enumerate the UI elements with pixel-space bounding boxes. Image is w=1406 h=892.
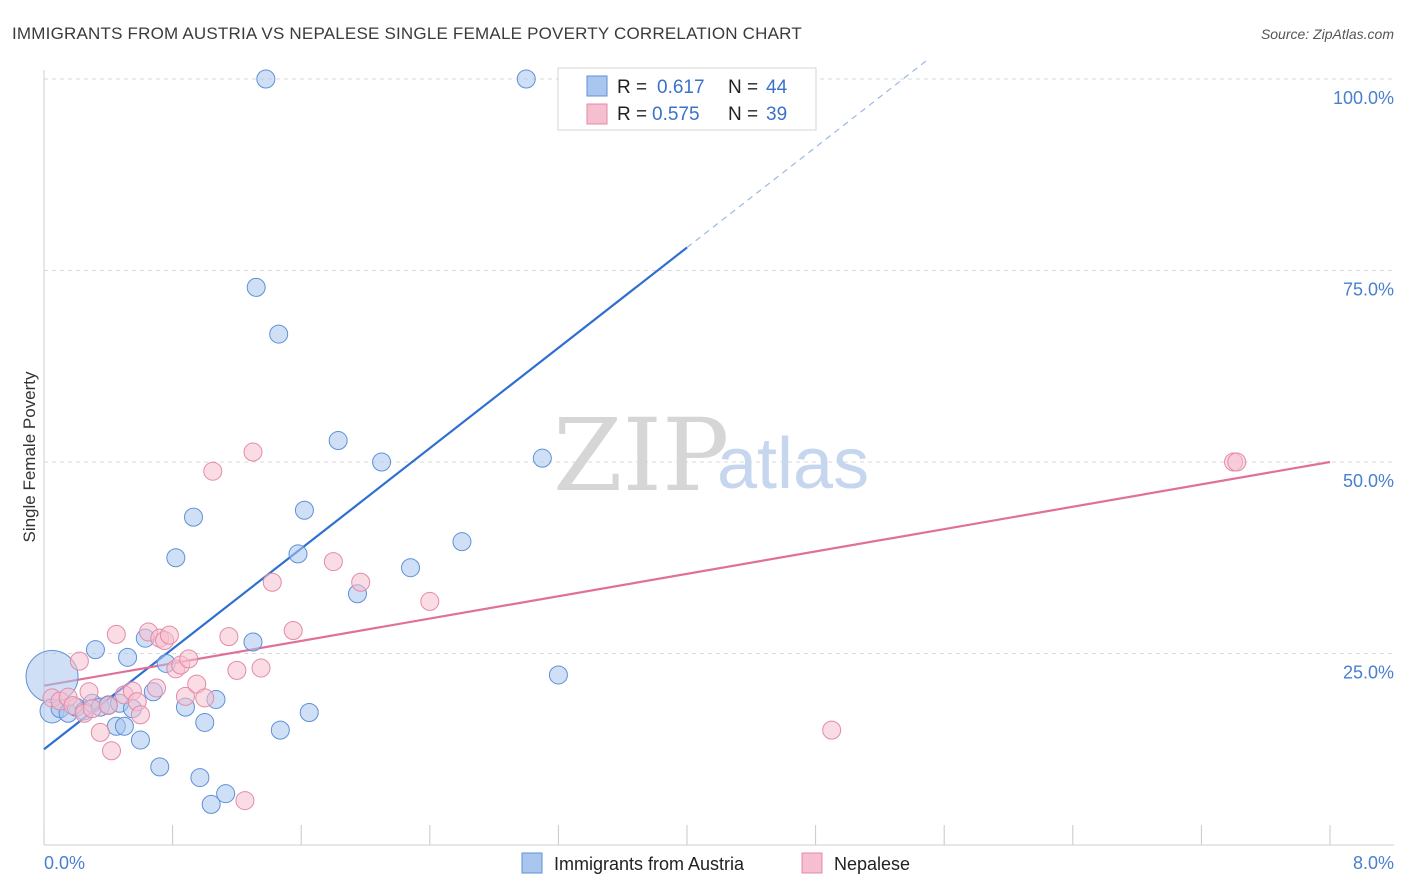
point-austria-33 bbox=[288, 544, 308, 564]
stats-legend-r-label-austria: R = bbox=[617, 77, 647, 98]
legend-label-nepalese: Nepalese bbox=[834, 854, 910, 874]
stats-legend-r-value-austria: 0.617 bbox=[657, 77, 705, 98]
y-tick-label-100: 100.0% bbox=[1333, 88, 1394, 108]
watermark: ZIP atlas bbox=[553, 397, 869, 514]
point-austria-31 bbox=[270, 720, 290, 740]
point-nepalese-29 bbox=[227, 660, 247, 680]
point-austria-42 bbox=[532, 448, 552, 468]
x-axis-ticks bbox=[43, 825, 1331, 845]
point-austria-34 bbox=[294, 500, 314, 520]
stats-legend-n-label-austria: N = bbox=[728, 77, 758, 98]
legend-label-austria: Immigrants from Austria bbox=[554, 854, 745, 874]
point-nepalese-9 bbox=[98, 696, 118, 716]
point-austria-24 bbox=[195, 712, 215, 732]
watermark-zip: ZIP bbox=[553, 397, 729, 514]
y-tick-label-50: 50.0% bbox=[1343, 471, 1394, 491]
stats-legend-swatch-nepalese bbox=[586, 103, 608, 125]
point-austria-23 bbox=[190, 768, 210, 788]
point-nepalese-30 bbox=[235, 791, 255, 811]
point-nepalese-4 bbox=[69, 651, 89, 671]
x-tick-label-max: 8.0% bbox=[1353, 853, 1394, 873]
point-nepalese-24 bbox=[179, 649, 199, 669]
point-nepalese-7 bbox=[82, 699, 102, 719]
point-nepalese-40 bbox=[1227, 452, 1247, 472]
point-austria-13 bbox=[118, 647, 138, 667]
point-austria-7 bbox=[85, 640, 105, 660]
point-nepalese-34 bbox=[283, 621, 303, 641]
point-nepalese-38 bbox=[822, 720, 842, 740]
point-austria-15 bbox=[130, 730, 150, 750]
stats-legend: R = 0.617 N = 44 R = 0.575 N = 39 bbox=[557, 67, 817, 131]
point-austria-25 bbox=[201, 794, 221, 814]
point-austria-28 bbox=[243, 632, 263, 652]
point-austria-43 bbox=[548, 665, 568, 685]
point-austria-29 bbox=[246, 277, 266, 297]
x-tick-label-min: 0.0% bbox=[44, 853, 85, 873]
point-nepalese-35 bbox=[323, 552, 343, 572]
point-nepalese-33 bbox=[262, 572, 282, 592]
stats-legend-n-value-austria: 44 bbox=[766, 77, 788, 98]
point-austria-41 bbox=[516, 69, 536, 89]
point-nepalese-31 bbox=[243, 442, 263, 462]
point-austria-35 bbox=[299, 702, 319, 722]
point-austria-30 bbox=[256, 69, 276, 89]
stats-legend-n-label-nepalese: N = bbox=[728, 104, 758, 125]
regression-line-austria bbox=[43, 246, 688, 751]
point-nepalese-10 bbox=[102, 741, 122, 761]
point-austria-18 bbox=[150, 757, 170, 777]
point-nepalese-28 bbox=[219, 627, 239, 647]
point-austria-32 bbox=[269, 324, 289, 344]
point-austria-40 bbox=[452, 532, 472, 552]
point-nepalese-37 bbox=[420, 591, 440, 611]
watermark-atlas: atlas bbox=[717, 424, 869, 504]
y-axis-tick-labels: 100.0% 75.0% 50.0% 25.0% bbox=[1333, 88, 1394, 683]
legend-swatch-nepalese bbox=[801, 852, 823, 874]
stats-legend-r-label-nepalese: R = bbox=[617, 104, 647, 125]
point-nepalese-15 bbox=[130, 705, 150, 725]
data-points bbox=[25, 69, 1247, 814]
point-nepalese-8 bbox=[90, 722, 110, 742]
y-axis-label: Single Female Poverty bbox=[20, 371, 39, 543]
stats-legend-r-value-nepalese: 0.575 bbox=[652, 104, 700, 125]
point-nepalese-17 bbox=[147, 678, 167, 698]
point-austria-22 bbox=[183, 507, 203, 527]
chart-title: IMMIGRANTS FROM AUSTRIA VS NEPALESE SING… bbox=[12, 24, 802, 43]
point-nepalese-20 bbox=[159, 625, 179, 645]
bottom-legend: Immigrants from Austria Nepalese bbox=[521, 852, 910, 874]
point-austria-38 bbox=[372, 452, 392, 472]
point-austria-27 bbox=[216, 784, 236, 804]
chart-source: Source: ZipAtlas.com bbox=[1261, 26, 1394, 42]
point-nepalese-23 bbox=[175, 686, 195, 706]
point-nepalese-32 bbox=[251, 658, 271, 678]
legend-swatch-austria bbox=[521, 852, 543, 874]
point-nepalese-36 bbox=[351, 572, 371, 592]
point-nepalese-11 bbox=[106, 624, 126, 644]
y-tick-label-75: 75.0% bbox=[1343, 280, 1394, 300]
point-austria-12 bbox=[114, 716, 134, 736]
point-nepalese-26 bbox=[195, 688, 215, 708]
point-austria-39 bbox=[401, 558, 421, 578]
point-austria-20 bbox=[166, 548, 186, 568]
stats-legend-swatch-austria bbox=[586, 75, 608, 97]
stats-legend-n-value-nepalese: 39 bbox=[766, 104, 787, 125]
point-nepalese-6 bbox=[79, 682, 99, 702]
regression-line-austria-extension bbox=[686, 58, 929, 248]
point-nepalese-27 bbox=[203, 461, 223, 481]
y-tick-label-25: 25.0% bbox=[1343, 663, 1394, 683]
point-austria-36 bbox=[328, 431, 348, 451]
